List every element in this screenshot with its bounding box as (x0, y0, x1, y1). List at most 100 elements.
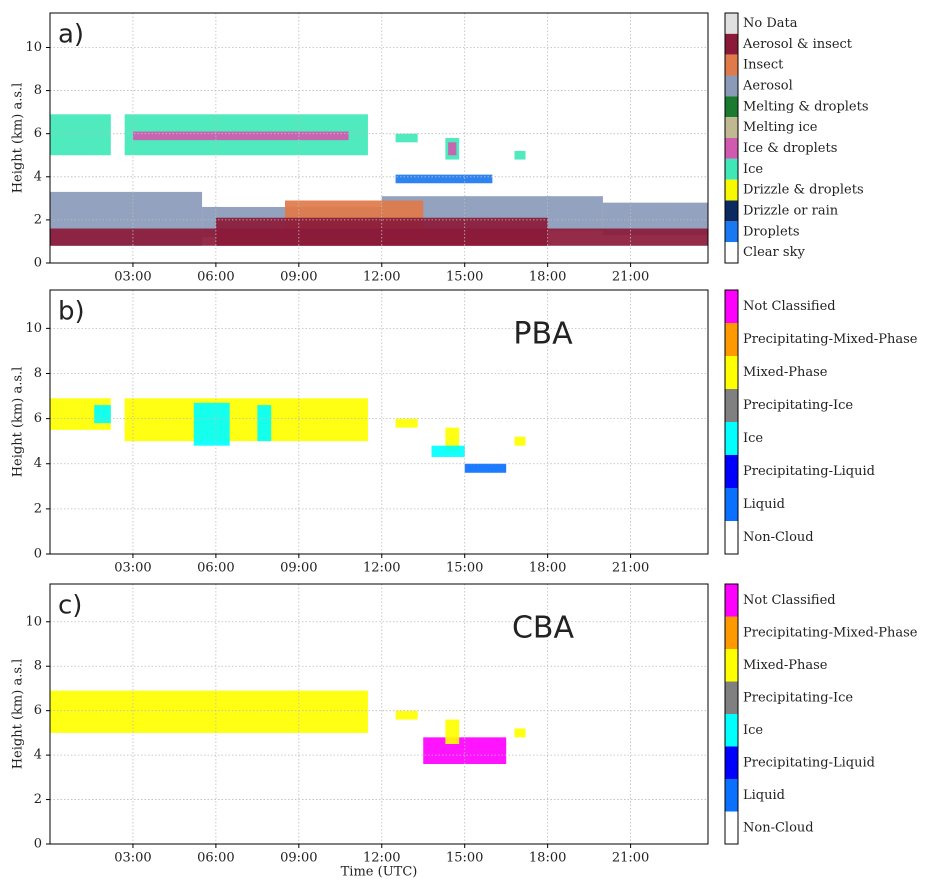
legend-label: Not Classified (743, 593, 836, 608)
legend-label: Drizzle & droplets (743, 183, 864, 198)
legend-label: Aerosol (742, 78, 793, 93)
y-tick-label: 10 (25, 40, 42, 55)
legend-label: Melting ice (743, 120, 818, 135)
x-tick-label: 15:00 (446, 270, 483, 285)
legend-swatch (725, 158, 738, 180)
legend-swatch (725, 779, 738, 812)
x-tick-label: 18:00 (529, 270, 566, 285)
legend-label: Mixed-Phase (743, 365, 828, 380)
legend-label: Precipitating-Ice (743, 690, 853, 705)
legend-swatch (725, 33, 738, 55)
legend-label: Ice (743, 723, 763, 738)
y-axis-label: Height (km) a.s.l (11, 659, 26, 770)
region (514, 150, 526, 160)
legend-swatch (725, 521, 738, 554)
legend-swatch (725, 323, 738, 356)
region (50, 114, 111, 156)
legend-swatch (725, 138, 738, 159)
y-tick-label: 2 (34, 501, 42, 516)
legend-label: Mixed-Phase (743, 658, 828, 673)
legend-swatch (725, 811, 738, 844)
x-tick-label: 12:00 (363, 561, 400, 576)
legend-swatch (725, 356, 738, 389)
legend-swatch (725, 13, 738, 34)
region (464, 463, 507, 473)
x-tick-label: 06:00 (197, 851, 234, 866)
legend-swatch (725, 179, 738, 201)
legend-swatch (725, 75, 738, 97)
region (431, 445, 465, 457)
panel-label: b) (58, 297, 85, 327)
region (257, 405, 272, 442)
legend-label: Liquid (743, 788, 785, 803)
y-tick-label: 0 (34, 547, 42, 562)
panel-label: c) (58, 591, 82, 621)
legend-label: Not Classified (743, 299, 836, 314)
legend-swatch (725, 221, 738, 243)
plot-frame (49, 289, 709, 555)
x-tick-label: 06:00 (197, 270, 234, 285)
y-tick-label: 10 (25, 321, 42, 336)
legend-label: Precipitating-Liquid (743, 755, 875, 770)
region (124, 398, 368, 442)
y-axis-label: Height (km) a.s.l (11, 83, 26, 194)
y-tick-label: 6 (34, 411, 42, 426)
legend-swatch (725, 746, 738, 779)
region (395, 710, 418, 720)
x-tick-label: 12:00 (363, 851, 400, 866)
y-tick-label: 8 (34, 83, 42, 98)
colorbar-frame (724, 583, 739, 845)
x-tick-label: 15:00 (446, 851, 483, 866)
legend-swatch (725, 714, 738, 747)
legend-swatch (725, 242, 738, 263)
y-tick-label: 2 (34, 212, 42, 227)
annotation: PBA (513, 317, 573, 352)
colorbar-frame (724, 12, 739, 264)
x-tick-label: 09:00 (280, 270, 317, 285)
x-tick-label: 09:00 (280, 561, 317, 576)
legend-label: Drizzle or rain (743, 203, 839, 218)
x-tick-label: 03:00 (114, 851, 151, 866)
x-tick-label: 03:00 (114, 561, 151, 576)
x-tick-label: 09:00 (280, 851, 317, 866)
y-tick-label: 4 (34, 456, 42, 471)
legend-label: Clear sky (743, 245, 805, 260)
legend-label: Non-Cloud (743, 820, 814, 835)
legend-label: Precipitating-Ice (743, 398, 853, 413)
region (395, 418, 418, 428)
x-tick-label: 12:00 (363, 270, 400, 285)
y-tick-label: 6 (34, 126, 42, 141)
y-tick-label: 4 (34, 748, 42, 763)
legend-label: Non-Cloud (743, 530, 814, 545)
x-tick-label: 18:00 (529, 561, 566, 576)
x-tick-label: 21:00 (612, 270, 649, 285)
legend-swatch (725, 200, 738, 222)
legend-label: Precipitating-Mixed-Phase (743, 625, 918, 640)
region (50, 690, 368, 733)
legend-swatch (725, 649, 738, 682)
region (514, 728, 526, 738)
y-axis-label: Height (km) a.s.l (11, 367, 26, 478)
region (193, 402, 230, 446)
x-tick-label: 21:00 (612, 561, 649, 576)
legend-label: Insect (743, 58, 784, 73)
legend-swatch (725, 681, 738, 714)
colorbar-frame (724, 289, 739, 555)
legend-swatch (725, 422, 738, 455)
y-tick-label: 0 (34, 256, 42, 271)
region (514, 436, 526, 446)
legend-label: No Data (743, 16, 798, 31)
plot-frame (49, 583, 709, 845)
legend-swatch (725, 117, 738, 138)
legend-swatch (725, 584, 738, 617)
y-tick-label: 2 (34, 792, 42, 807)
region (395, 133, 418, 143)
legend-label: Droplets (743, 224, 800, 239)
legend-swatch (725, 389, 738, 422)
legend-label: Ice & droplets (743, 141, 837, 156)
legend-label: Precipitating-Mixed-Phase (743, 332, 918, 347)
x-tick-label: 18:00 (529, 851, 566, 866)
annotation: CBA (512, 611, 575, 646)
